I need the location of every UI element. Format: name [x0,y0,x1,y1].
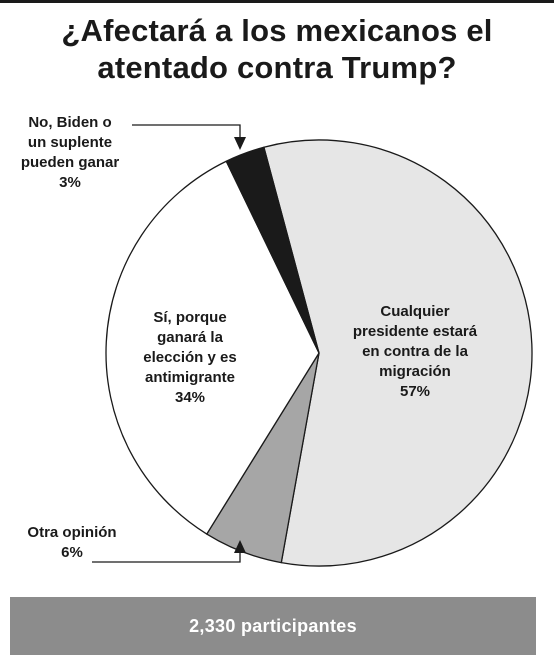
leader-arrow-slice-4 [234,137,246,150]
leader-lines [92,124,246,563]
leader-arrow-slice-2 [234,540,246,553]
slice-label-1-pct: 57% [399,383,431,400]
slice-label-1: Cualquier presidente estará en contra de… [320,302,510,402]
slice-label-4-line-3: pueden ganar [20,154,120,171]
leader-line-slice-4 [132,124,241,140]
participants-count: 2,330 participantes [189,615,357,636]
pie-slice-4 [225,146,320,354]
chart-title-line-1: ¿Afectará a los mexicanos el [61,13,493,48]
slice-label-3-line-1: Sí, porque [153,309,227,326]
slice-label-2-line-1: Otra opinión [27,524,117,541]
slice-label-3: Sí, porque ganará la elección y es antim… [110,308,270,408]
slice-label-1-line-1: Cualquier [380,303,450,320]
slice-label-4: No, Biden o un suplente pueden ganar 3% [6,113,134,193]
slice-label-3-line-4: antimigrante [144,369,235,386]
slice-label-4-pct: 3% [59,174,81,191]
pie-slice-1 [263,139,533,567]
slice-label-3-pct: 34% [174,389,206,406]
top-rule [0,0,554,3]
slice-label-2-pct: 6% [61,544,83,561]
slice-label-1-line-2: presidente estará [352,323,478,340]
pie-slice-3 [105,160,320,535]
pie-slices [105,139,533,567]
chart-title-line-2: atentado contra Trump? [97,50,457,85]
slice-label-4-line-2: un suplente [27,134,113,151]
slice-label-2: Otra opinión 6% [6,523,138,563]
slice-label-1-line-3: en contra de la [362,343,468,360]
slice-label-4-line-1: No, Biden o [28,114,112,131]
slice-label-1-line-4: migración [379,363,451,380]
slice-label-3-line-3: elección y es [143,349,237,366]
participants-bar: 2,330 participantes [10,597,536,655]
leader-line-slice-2 [92,550,241,563]
slice-label-3-line-2: ganará la [157,329,223,346]
chart-title: ¿Afectará a los mexicanos el atentado co… [0,12,554,86]
